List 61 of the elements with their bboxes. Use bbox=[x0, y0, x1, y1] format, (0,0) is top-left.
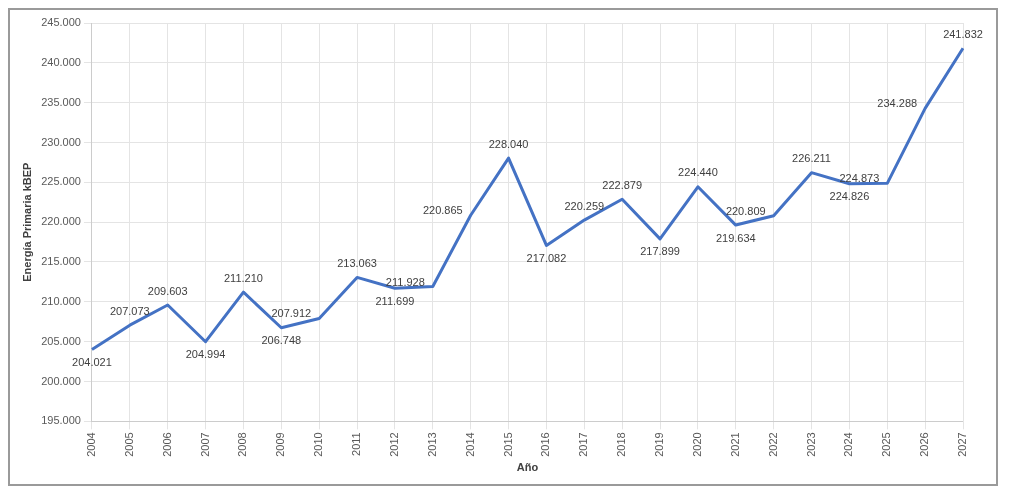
y-tick-label: 245.000 bbox=[41, 16, 81, 29]
y-axis-title: Energía Primaria kBEP bbox=[20, 162, 33, 282]
x-tick-label: 2021 bbox=[728, 432, 741, 457]
x-tick-label: 2026 bbox=[918, 432, 931, 457]
data-label: 226.211 bbox=[792, 152, 831, 165]
data-label: 217.082 bbox=[526, 251, 567, 264]
data-label: 220.865 bbox=[422, 204, 463, 217]
x-tick-label: 2006 bbox=[160, 432, 173, 457]
x-tick-label: 2018 bbox=[615, 432, 628, 457]
data-label: 228.040 bbox=[488, 137, 529, 150]
data-label: 209.603 bbox=[147, 284, 188, 297]
data-label: 211.699 bbox=[375, 294, 415, 307]
x-tick-label: 2020 bbox=[690, 432, 703, 457]
y-tick-label: 220.000 bbox=[41, 215, 81, 228]
data-label: 206.748 bbox=[261, 334, 302, 347]
data-label: 217.899 bbox=[640, 245, 680, 258]
x-tick-label: 2004 bbox=[84, 432, 97, 457]
y-tick-label: 210.000 bbox=[41, 294, 81, 307]
x-tick-label: 2008 bbox=[236, 432, 249, 457]
data-label: 222.879 bbox=[602, 178, 643, 191]
data-label: 234.288 bbox=[877, 97, 918, 110]
data-label: 211.210 bbox=[223, 271, 263, 284]
x-tick-label: 2016 bbox=[539, 432, 552, 457]
x-tick-label: 2024 bbox=[842, 432, 855, 457]
x-tick-label: 2009 bbox=[274, 432, 287, 457]
x-tick-label: 2025 bbox=[880, 432, 893, 457]
data-label: 204.994 bbox=[185, 348, 226, 361]
x-tick-label: 2007 bbox=[198, 432, 211, 457]
data-label: 219.634 bbox=[715, 231, 756, 244]
data-label: 204.021 bbox=[72, 355, 112, 368]
y-tick-label: 200.000 bbox=[41, 374, 81, 387]
data-label: 241.832 bbox=[943, 27, 983, 40]
x-tick-label: 2012 bbox=[387, 432, 400, 457]
data-label: 224.440 bbox=[678, 166, 718, 179]
x-tick-label: 2011 bbox=[350, 432, 363, 456]
x-tick-label: 2027 bbox=[956, 432, 969, 457]
y-tick-label: 215.000 bbox=[41, 255, 81, 268]
x-tick-label: 2014 bbox=[463, 432, 476, 457]
y-tick-label: 235.000 bbox=[41, 95, 81, 108]
x-tick-label: 2005 bbox=[122, 432, 135, 457]
y-tick-label: 240.000 bbox=[41, 55, 81, 68]
x-tick-label: 2017 bbox=[577, 432, 590, 457]
y-tick-label: 225.000 bbox=[41, 175, 81, 188]
y-tick-label: 195.000 bbox=[41, 414, 81, 427]
x-tick-label: 2019 bbox=[653, 432, 666, 457]
x-axis-title: Año bbox=[516, 461, 539, 474]
data-label: 211.928 bbox=[385, 275, 425, 288]
data-label: 220.259 bbox=[564, 199, 605, 212]
x-tick-label: 2022 bbox=[766, 432, 779, 457]
data-label: 207.912 bbox=[271, 307, 312, 320]
x-tick-label: 2015 bbox=[501, 432, 514, 457]
data-label: 220.809 bbox=[725, 204, 766, 217]
data-label: 224.873 bbox=[839, 172, 880, 185]
data-label: 207.073 bbox=[109, 304, 150, 317]
y-tick-label: 230.000 bbox=[41, 135, 81, 148]
x-tick-label: 2013 bbox=[425, 432, 438, 457]
y-tick-label: 205.000 bbox=[41, 334, 81, 347]
x-tick-label: 2023 bbox=[804, 432, 817, 457]
x-tick-label: 2010 bbox=[312, 432, 325, 457]
data-label: 213.063 bbox=[337, 256, 377, 269]
data-label: 224.826 bbox=[829, 190, 870, 203]
